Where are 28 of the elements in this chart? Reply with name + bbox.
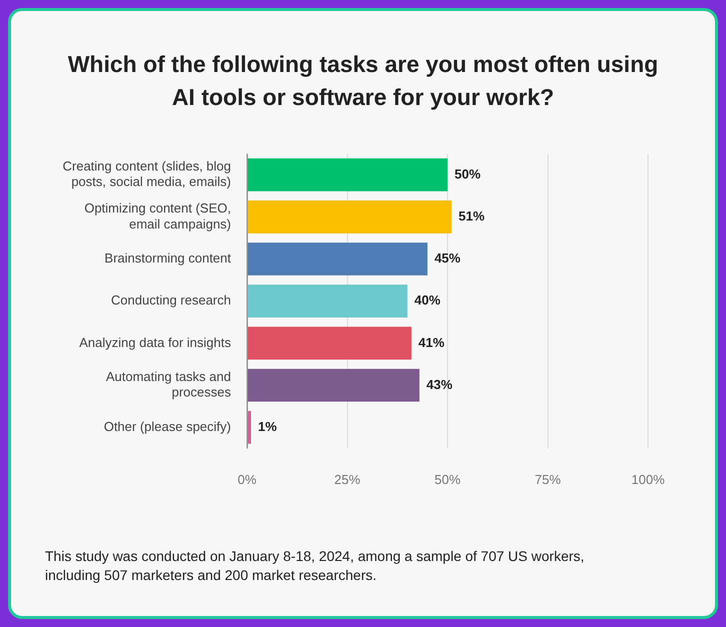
y-tick-label: Analyzing data for insights — [79, 334, 232, 350]
y-tick-label: Brainstorming content — [104, 250, 232, 266]
y-tick-label: Automating tasks and processes — [106, 369, 232, 400]
bar — [248, 200, 452, 234]
y-tick-label: Creating content (slides, blog posts, social media, emails) — [62, 158, 231, 190]
bar — [248, 410, 252, 444]
x-tick-label: 25% — [334, 472, 361, 487]
x-tick-label: 100% — [631, 472, 666, 487]
y-tick-label: Conducting research — [111, 292, 231, 308]
y-tick-label: Other (please specify) — [104, 418, 231, 434]
bar — [248, 284, 408, 318]
data-label: 45% — [434, 250, 461, 266]
bar — [248, 242, 428, 276]
bar — [248, 326, 412, 360]
data-label: 41% — [418, 334, 445, 350]
data-label: 43% — [426, 376, 453, 392]
x-tick-label: 0% — [238, 472, 257, 487]
data-label: 40% — [414, 292, 441, 308]
text: This study was conducted on January 8-18, 2024, among a sample of 707 US workers, including 507 marketers and 200 market researchers. — [45, 547, 586, 585]
x-tick-label: 50% — [434, 472, 461, 487]
y-tick-label: Optimizing content (SEO, email campaigns) — [84, 200, 231, 232]
bar — [248, 368, 420, 402]
data-label: 51% — [458, 208, 485, 224]
data-label: 1% — [258, 418, 278, 434]
bar — [248, 158, 448, 192]
chart-title: Which of the following tasks are you most often using AI tools or software for your work? — [66, 50, 660, 112]
x-tick-label: 75% — [534, 472, 562, 487]
data-label: 50% — [454, 166, 481, 182]
